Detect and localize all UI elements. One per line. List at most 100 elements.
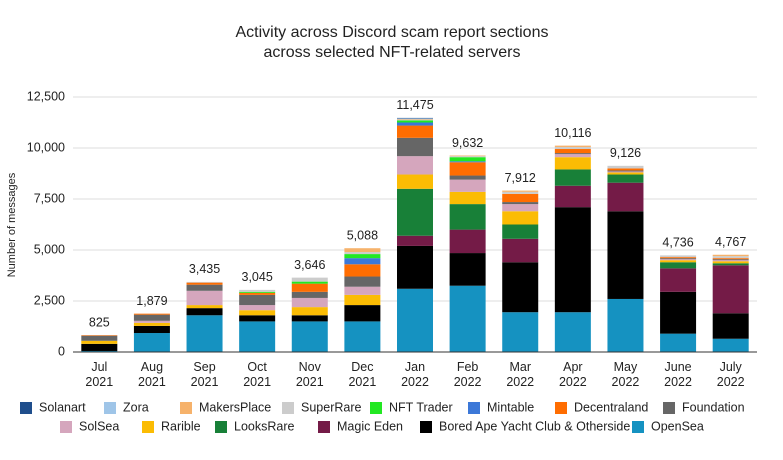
total-label: 7,912 [505, 171, 536, 185]
bar-segment [344, 264, 381, 277]
bar-segment [502, 202, 539, 205]
bar-segment [449, 179, 486, 192]
x-tick-label: Apr 2022 [559, 360, 587, 389]
bar-segment [607, 298, 644, 352]
bar-segment [712, 261, 749, 264]
bar-segment [239, 305, 276, 311]
chart-title: across selected NFT-related servers [264, 44, 521, 61]
bar-segment [607, 170, 644, 172]
legend-label: Mintable [487, 400, 534, 414]
bar-segment [239, 292, 276, 295]
bar-segment [712, 338, 749, 352]
legend-label: SuperRare [301, 400, 361, 414]
bar-segment [660, 259, 697, 261]
bar-segment [133, 313, 170, 315]
bar-segment [344, 254, 381, 259]
bar-segment [133, 320, 170, 323]
bar-segment [133, 333, 170, 352]
bar-segment [712, 256, 749, 259]
bar-segment [660, 333, 697, 352]
bar-segment [397, 245, 433, 289]
bar-segment [660, 260, 697, 263]
bar-segment [81, 340, 118, 344]
bar-segment [133, 322, 170, 326]
legend-label: MakersPlace [199, 400, 271, 414]
x-tick-label: Sep 2021 [191, 360, 219, 389]
x-tick-label: Mar 2022 [506, 360, 534, 389]
chart-title: Activity across Discord scam report sect… [236, 24, 549, 41]
bar-segment [554, 169, 591, 186]
bar-segment [186, 308, 223, 316]
bar-segment [397, 174, 433, 189]
total-label: 3,435 [189, 262, 220, 276]
bar-segment [291, 283, 328, 292]
bar-segment [397, 125, 433, 138]
bar-segment [291, 291, 328, 298]
bar-segment [239, 294, 276, 306]
bar-segment [502, 224, 539, 239]
bar-segment [607, 171, 644, 173]
y-tick-label: 0 [58, 344, 65, 358]
bar-segment [502, 193, 539, 203]
bar-segment [712, 263, 749, 266]
legend-swatch [282, 402, 294, 414]
bar-segment [712, 265, 749, 314]
bar-segment [607, 165, 644, 169]
bar-segment [291, 281, 328, 284]
bar-segment [502, 190, 539, 192]
x-tick-label: May 2022 [612, 360, 640, 389]
x-tick-label: Feb 2022 [454, 360, 482, 389]
bar-segment [291, 315, 328, 322]
x-tick-label: Oct 2021 [243, 360, 271, 389]
legend-label: NFT Trader [389, 400, 453, 414]
bar-segment [660, 257, 697, 259]
y-tick-label: 5,000 [34, 242, 65, 256]
bar-segment [397, 156, 433, 175]
bar-segment [81, 343, 118, 351]
bar-segment [397, 117, 433, 119]
bar-segment [554, 149, 591, 154]
y-tick-label: 10,000 [27, 140, 65, 154]
legend-swatch [215, 421, 227, 433]
bar-segment [291, 297, 328, 308]
bar-segment [554, 153, 591, 155]
bar-segment [449, 156, 486, 158]
total-label: 1,879 [136, 294, 167, 308]
bar-segment [186, 290, 223, 306]
bar-segment [449, 204, 486, 230]
total-label: 9,632 [452, 136, 483, 150]
x-tick-label: Jul 2021 [85, 360, 113, 389]
bar-segment [397, 137, 433, 157]
bar-segment [344, 305, 381, 322]
legend-swatch [318, 421, 330, 433]
legend-label: Decentraland [574, 400, 648, 414]
bar-segment [502, 238, 539, 263]
bar-segment [81, 335, 118, 341]
x-tick-label: Aug 2021 [138, 360, 166, 389]
legend-swatch [370, 402, 382, 414]
total-label: 10,116 [554, 126, 591, 140]
y-tick-label: 7,500 [34, 191, 65, 205]
bar-segment [607, 182, 644, 212]
bar-segment [239, 315, 276, 322]
total-label: 4,767 [715, 235, 746, 249]
bar-segment [81, 350, 118, 352]
bar-segment [81, 335, 118, 336]
bar-segment [502, 312, 539, 352]
bar-segment [239, 289, 276, 292]
legend-label: Zora [123, 400, 149, 414]
bar-segment [344, 286, 381, 295]
y-tick-label: 12,500 [27, 89, 65, 103]
bar-segment [186, 315, 223, 352]
total-label: 11,475 [396, 98, 433, 112]
bar-segment [397, 235, 433, 246]
bar-segment [554, 185, 591, 208]
legend-swatch [632, 421, 644, 433]
legend-label: Magic Eden [337, 419, 403, 433]
bar-segment [607, 172, 644, 175]
bar-segment [397, 119, 433, 121]
bar-segment [607, 168, 644, 171]
legend-swatch [468, 402, 480, 414]
x-tick-label: Jan 2022 [401, 360, 429, 389]
bar-segment [133, 325, 170, 334]
